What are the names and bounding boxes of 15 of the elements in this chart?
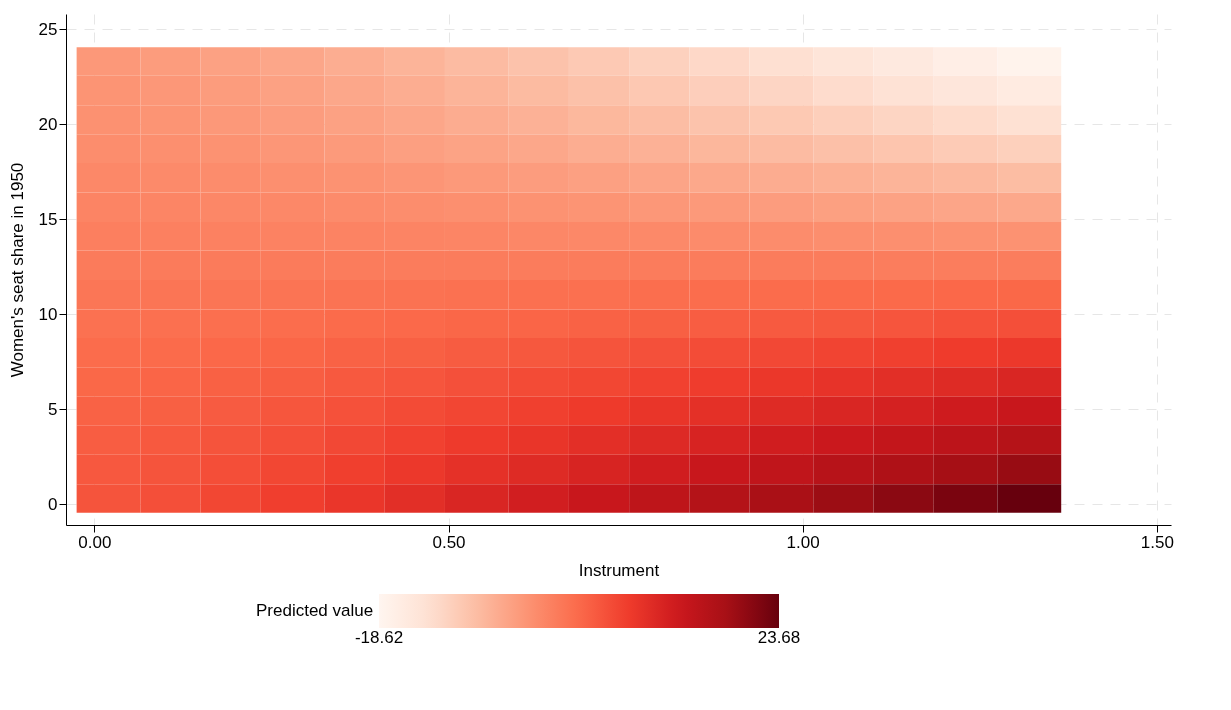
- y-tick-label: 25: [38, 19, 58, 39]
- y-tick-label: 15: [38, 209, 58, 229]
- x-tick-label: 1.00: [786, 532, 820, 552]
- x-tick-label: 0.00: [78, 532, 112, 552]
- y-axis-title: Women's seat share in 1950: [7, 162, 27, 378]
- x-tick-label: 0.50: [432, 532, 466, 552]
- y-tick-label: 20: [38, 114, 58, 134]
- y-tick-label: 0: [48, 494, 58, 514]
- y-tick-label: 10: [38, 304, 58, 324]
- legend-title: Predicted value: [256, 601, 374, 620]
- x-tick-label: 1.50: [1140, 532, 1174, 552]
- color-bar-label: -18.62: [354, 628, 404, 647]
- x-axis-title: Instrument: [578, 560, 660, 580]
- color-bar-label: 23.68: [757, 628, 801, 647]
- y-tick-label: 5: [48, 399, 58, 419]
